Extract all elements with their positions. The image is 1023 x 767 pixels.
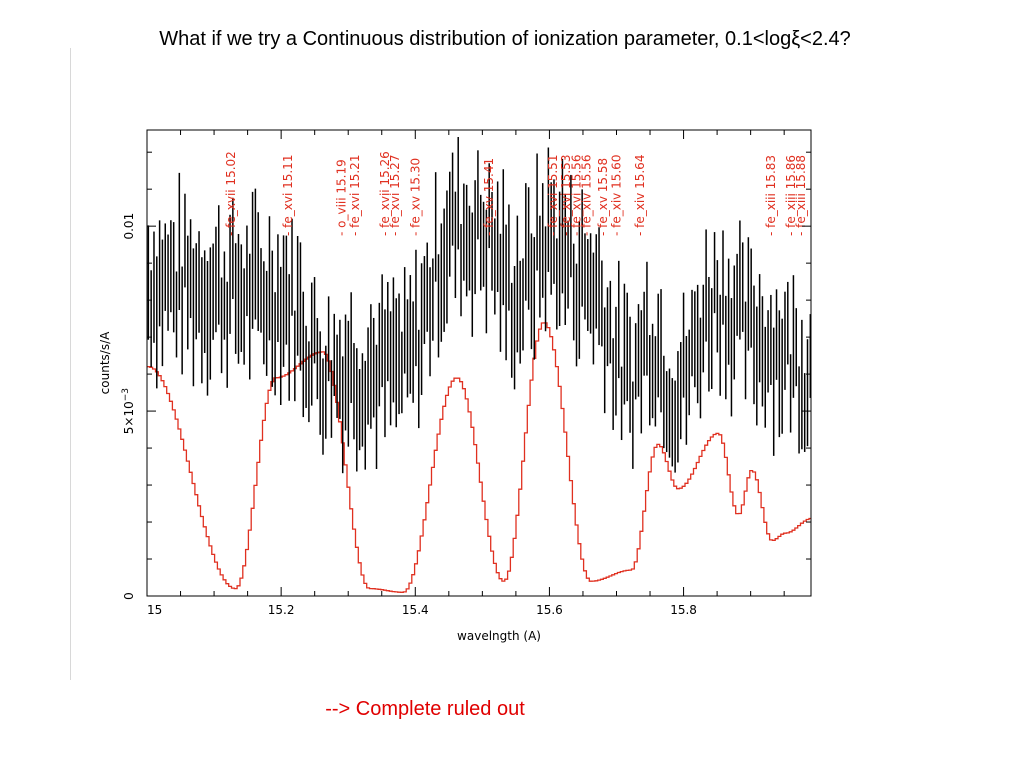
line-id-label-12: - fe_xv 15.58 [596,158,610,236]
axes-layer: 15 15.2 15.4 15.6 15.8 0 5×10−3 0.01 wavelngth (… [98,129,812,643]
line-id-label-9: - fe_xvi 15.53 [559,155,573,236]
line-id-label-6: - fe_xv 15.30 [408,158,422,236]
line-label-layer: - fe_xvii 15.02 - fe_xvi 15.11 - o_viii 15… [224,151,808,236]
model-layer [147,322,811,593]
x-tick-label: 15.2 [268,603,295,617]
x-tick-label: 15.6 [536,603,563,617]
line-id-label-15: - fe_xiii 15.83 [764,155,778,236]
x-axis-label: wavelngth (A) [457,629,541,643]
line-id-label-4: - fe_xvii 15.26 [378,151,392,236]
line-id-label-10: - fe_xvi 15.56 [569,155,583,236]
line-id-label-3: - fe_xvi 15.21 [348,155,362,236]
y-tick-exponent: −3 [121,388,131,401]
x-tick-label: 15.8 [670,603,697,617]
spectrum-chart: - fe_xvii 15.02 - fe_xvi 15.11 - o_viii 15… [69,48,812,680]
line-id-label-5: - fe_xvi 15.27 [388,155,402,236]
line-id-label-2: - o_viii 15.19 [335,159,349,236]
line-id-label-14: - fe_xiv 15.64 [633,155,647,236]
plot-panel: - fe_xvii 15.02 - fe_xvi 15.11 - o_viii 15… [69,48,890,680]
plot-frame [146,129,812,597]
y-tick-label: 0.01 [122,213,136,240]
line-id-label-11: - fe_xiv 15.56 [579,155,593,236]
y-tick-label: 5×10−3 [121,388,136,434]
line-id-label-13: - fe_xiv 15.60 [609,155,623,236]
line-id-label-1: - fe_xvi 15.11 [281,155,295,236]
line-id-label-0: - fe_xvii 15.02 [224,151,238,236]
conclusion-text: --> Complete ruled out [325,698,525,720]
slide-title: What if we try a Continuous distribution… [159,28,851,50]
x-tick-label: 15.4 [402,603,429,617]
model-curve [147,322,811,593]
x-tick-label: 15 [147,603,162,617]
line-id-label-16: - fe_xiii 15.86 [784,155,798,236]
y-axis-label: counts/s/A [98,331,112,394]
line-id-label-7: - fe_xv 15.41 [482,158,496,236]
y-tick-label: 0 [122,592,136,600]
data-layer [147,136,812,474]
line-id-label-8: - fe_xvi 15.51 [546,155,560,236]
line-id-label-17: - fe_xiii 15.88 [794,155,808,236]
